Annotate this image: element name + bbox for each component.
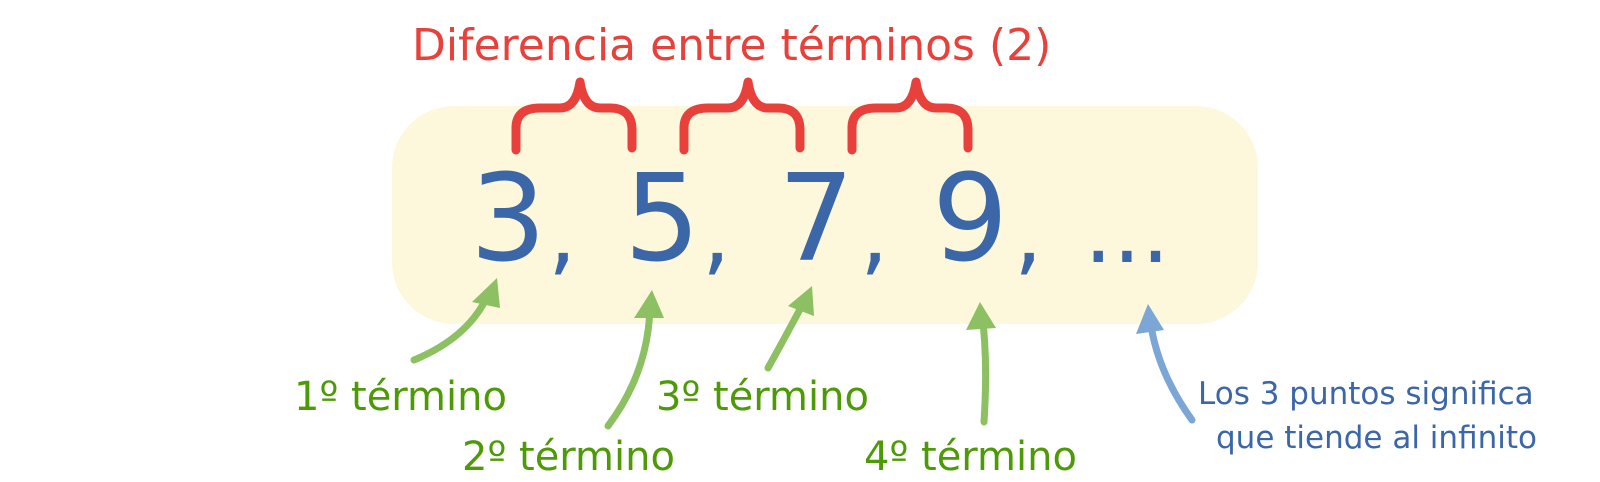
separator-3: , <box>860 181 889 286</box>
label-term-4: 4º término <box>864 434 1077 480</box>
difference-brace-1 <box>511 77 637 155</box>
difference-brace-3 <box>847 77 973 155</box>
arrow-ellipsis <box>1136 304 1196 424</box>
separator-1: , <box>548 181 577 286</box>
sequence-panel <box>392 106 1258 324</box>
term-4: 9 <box>932 150 1008 289</box>
difference-brace-2 <box>679 77 805 155</box>
term-3: 7 <box>778 150 854 289</box>
label-ellipsis-line-1: Los 3 puntos significa <box>1198 376 1534 412</box>
label-term-1: 1º término <box>294 374 507 420</box>
label-term-2: 2º término <box>462 434 675 480</box>
label-ellipsis-line-2: que tiende al infinito <box>1216 420 1537 456</box>
ellipsis: ... <box>1084 179 1170 284</box>
arrow-term-2 <box>604 290 664 430</box>
term-2: 5 <box>624 150 700 289</box>
difference-title: Diferencia entre términos (2) <box>412 20 1051 71</box>
arrow-term-1 <box>410 278 500 364</box>
arrow-term-4 <box>966 302 996 426</box>
arrow-term-3 <box>764 286 814 372</box>
label-term-3: 3º término <box>656 374 869 420</box>
separator-2: , <box>702 181 731 286</box>
separator-4: , <box>1014 181 1043 286</box>
term-1: 3 <box>470 150 546 289</box>
